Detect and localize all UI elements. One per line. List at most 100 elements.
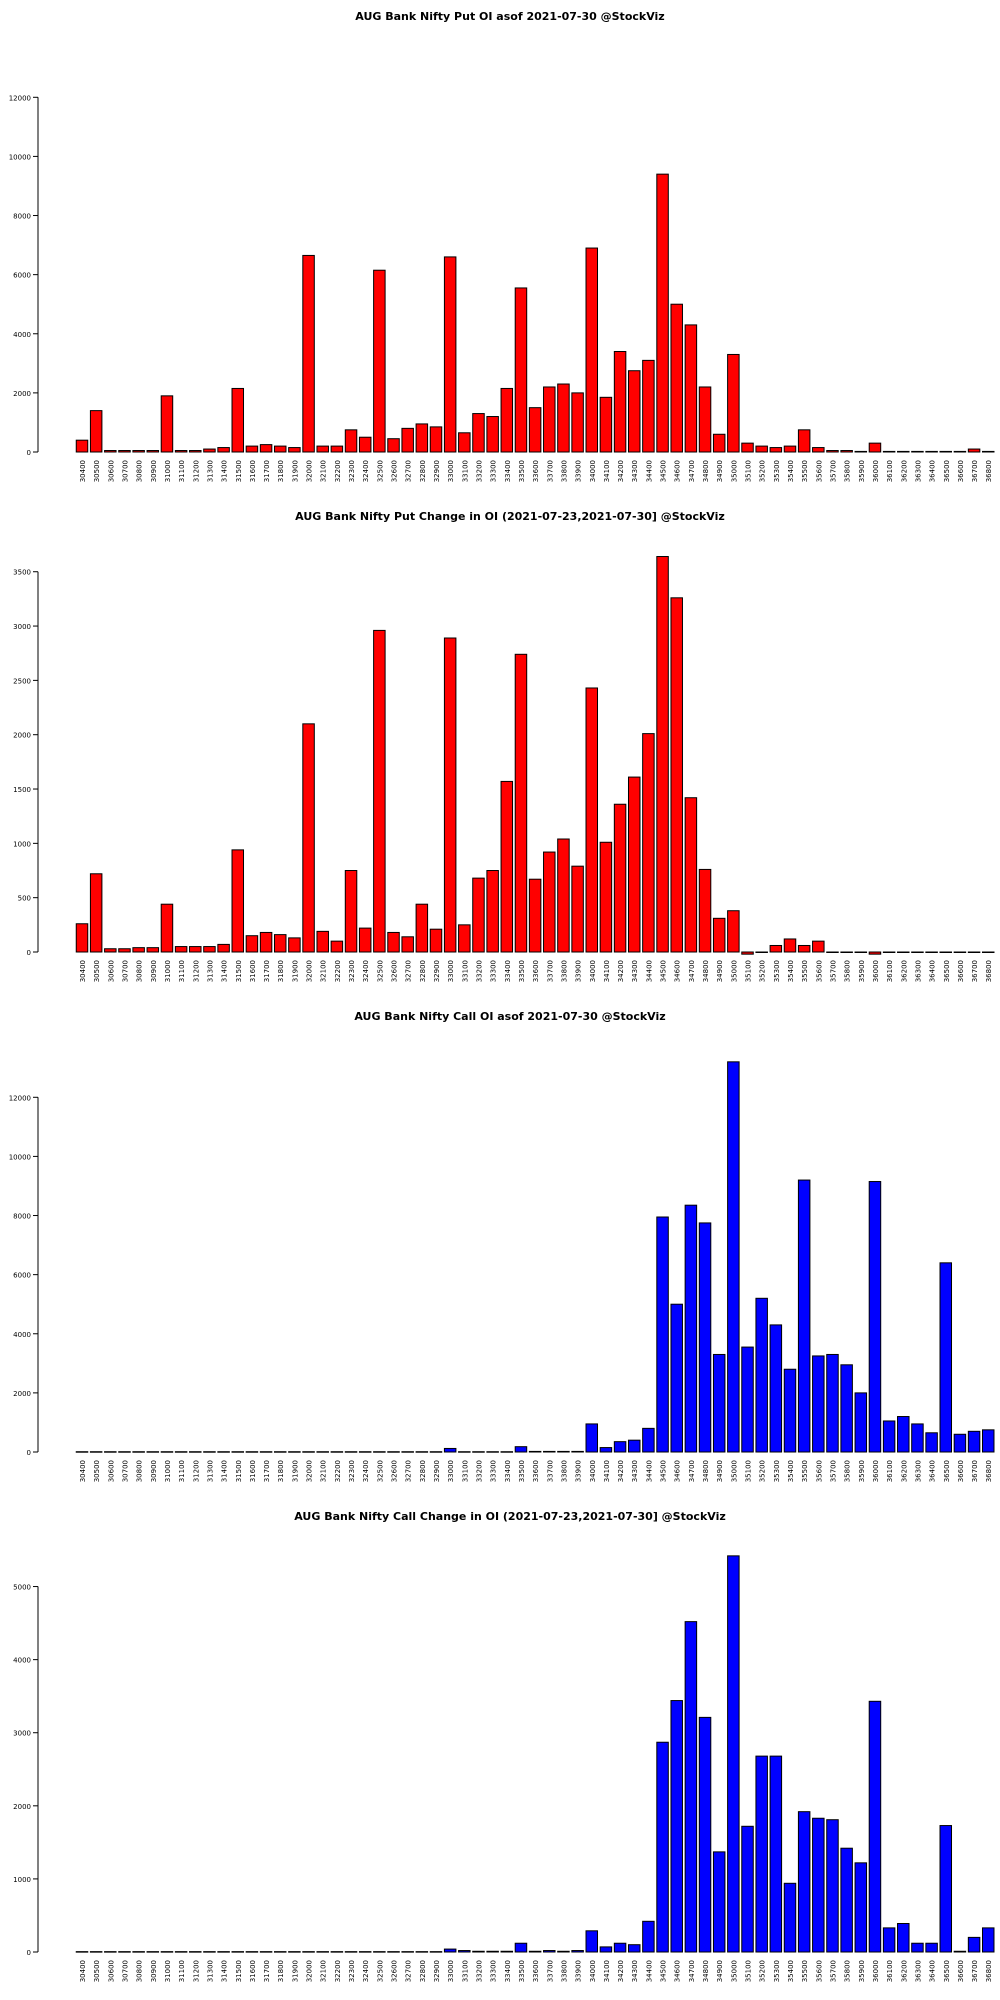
x-tick-label: 30600 <box>107 1460 115 1482</box>
x-tick-label: 30700 <box>121 960 129 982</box>
bar <box>840 1847 853 1953</box>
bar <box>217 1951 230 1953</box>
x-tick-label: 31300 <box>206 960 214 982</box>
bar <box>925 450 938 453</box>
bar <box>571 865 584 953</box>
y-tick-label: 10000 <box>9 153 31 161</box>
x-tick-label: 31800 <box>277 1960 285 1982</box>
bar <box>684 324 698 453</box>
bar <box>373 1451 386 1453</box>
x-tick-label: 30500 <box>93 1960 101 1982</box>
bar <box>670 597 683 953</box>
x-tick-label: 35000 <box>730 460 738 482</box>
x-tick-label: 36000 <box>872 960 880 982</box>
bar <box>174 1951 188 1953</box>
x-tick-label: 30500 <box>93 1460 101 1482</box>
x-tick-label: 32900 <box>433 1460 441 1482</box>
bar <box>387 1451 400 1453</box>
bar <box>458 1950 471 1953</box>
bar <box>783 1368 797 1453</box>
bar <box>415 1451 429 1453</box>
x-tick-label: 35900 <box>858 1460 866 1482</box>
bar <box>599 396 613 453</box>
y-tick-label: 1000 <box>13 1876 31 1884</box>
bar <box>812 1355 825 1453</box>
bar <box>344 870 358 953</box>
bar <box>755 1297 768 1453</box>
bar <box>174 450 188 453</box>
x-tick-label: 35300 <box>773 1460 781 1482</box>
bar <box>316 1451 329 1453</box>
x-tick-label: 35900 <box>858 960 866 982</box>
x-tick-label: 33400 <box>504 960 512 982</box>
bar <box>203 1951 216 1953</box>
bar <box>854 1862 868 1953</box>
x-tick-label: 34100 <box>603 1460 611 1482</box>
bar <box>302 723 315 953</box>
bar <box>826 450 839 453</box>
bar <box>387 438 400 453</box>
x-tick-label: 32400 <box>362 460 370 482</box>
x-tick-label: 31000 <box>164 1960 172 1982</box>
bar <box>273 1451 287 1453</box>
x-tick-label: 36300 <box>914 960 922 982</box>
bar <box>670 303 683 453</box>
x-tick-label: 32800 <box>419 1460 427 1482</box>
bar <box>104 1951 117 1953</box>
x-tick-label: 33800 <box>560 1960 568 1982</box>
bar <box>755 445 768 453</box>
x-tick-label: 36200 <box>900 460 908 482</box>
bar <box>642 1920 655 1953</box>
bar <box>75 923 89 953</box>
x-tick-label: 30700 <box>121 1460 129 1482</box>
chart-title: AUG Bank Nifty Put OI asof 2021-07-30 @S… <box>355 10 664 23</box>
bar <box>231 1951 245 1953</box>
bar <box>330 1951 344 1953</box>
bar <box>203 946 216 953</box>
x-tick-label: 35300 <box>773 460 781 482</box>
bar <box>925 1942 938 1953</box>
x-tick-label: 32600 <box>391 1460 399 1482</box>
x-tick-label: 31900 <box>291 460 299 482</box>
x-tick-label: 31200 <box>192 460 200 482</box>
x-tick-label: 36800 <box>985 960 993 982</box>
bar <box>684 797 698 953</box>
bar <box>712 917 726 953</box>
y-tick-label: 1000 <box>13 840 31 848</box>
bar <box>585 247 599 453</box>
x-tick-label: 30400 <box>79 1460 87 1482</box>
x-tick-label: 35700 <box>829 1460 837 1482</box>
bar <box>528 1950 542 1953</box>
x-tick-label: 31200 <box>192 960 200 982</box>
x-tick-label: 35600 <box>815 460 823 482</box>
y-tick-label: 0 <box>27 1949 31 1957</box>
bar <box>458 432 471 453</box>
bar <box>89 873 103 953</box>
x-tick-label: 33600 <box>532 1960 540 1982</box>
x-tick-label: 32300 <box>348 460 356 482</box>
x-tick-label: 33900 <box>575 1460 583 1482</box>
x-tick-label: 30400 <box>79 460 87 482</box>
x-tick-label: 32300 <box>348 960 356 982</box>
bar <box>118 1451 131 1453</box>
bar <box>415 1951 429 1953</box>
bar <box>514 287 528 453</box>
bar <box>458 924 471 953</box>
bar <box>684 1204 698 1453</box>
bar <box>203 448 216 453</box>
bar <box>925 1432 938 1453</box>
chart-title: AUG Bank Nifty Call OI asof 2021-07-30 @… <box>354 1010 665 1023</box>
x-tick-label: 35800 <box>844 960 852 982</box>
y-tick-label: 8000 <box>13 1213 31 1221</box>
x-tick-label: 34300 <box>631 1460 639 1482</box>
bar <box>882 450 896 453</box>
bar <box>358 436 372 453</box>
bar <box>868 1700 882 1953</box>
x-tick-label: 34000 <box>589 1960 597 1982</box>
x-tick-label: 34100 <box>603 460 611 482</box>
x-tick-label: 35100 <box>745 1960 753 1982</box>
x-tick-label: 30900 <box>150 1460 158 1482</box>
x-tick-label: 34600 <box>674 1960 682 1982</box>
x-tick-label: 34000 <box>589 460 597 482</box>
